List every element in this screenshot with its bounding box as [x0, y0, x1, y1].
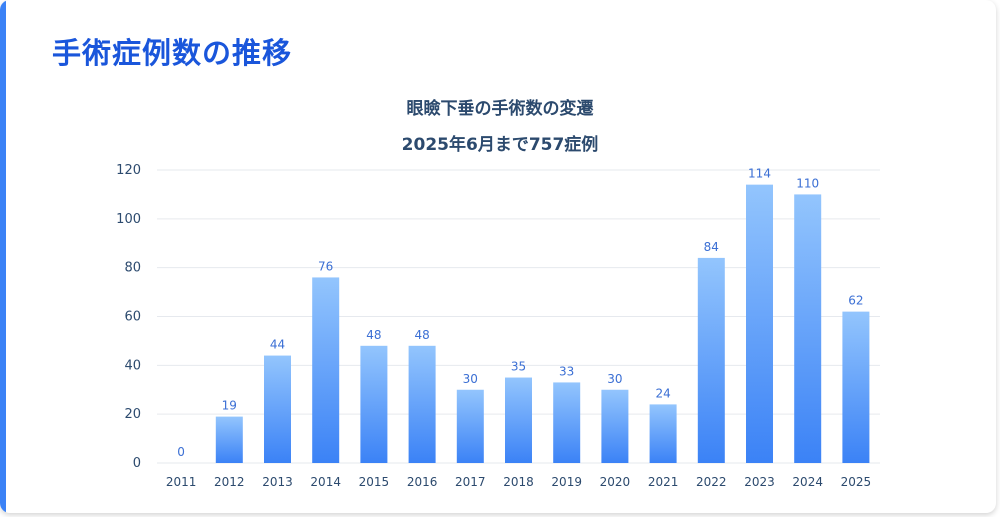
accent-bar	[0, 0, 6, 513]
data-label: 0	[177, 445, 185, 459]
data-label: 48	[414, 328, 429, 342]
bar	[601, 389, 629, 463]
data-label: 19	[222, 399, 237, 413]
y-tick-label: 120	[116, 163, 141, 178]
bar	[505, 377, 532, 463]
x-tick-label: 2025	[841, 475, 872, 489]
data-label: 35	[511, 360, 526, 374]
bar	[264, 355, 291, 463]
data-label: 62	[848, 294, 863, 308]
data-label: 24	[655, 386, 670, 400]
y-tick-label: 100	[116, 212, 141, 227]
chart-subtitle: 2025年6月まで757症例	[401, 135, 599, 155]
x-tick-label: 2016	[407, 475, 438, 489]
bar	[360, 345, 388, 463]
bar	[746, 184, 773, 463]
data-label: 76	[318, 259, 333, 273]
x-tick-label: 2019	[551, 475, 582, 489]
data-label: 48	[366, 328, 381, 342]
data-label: 33	[559, 364, 574, 378]
x-tick-label: 2017	[455, 475, 486, 489]
x-tick-label: 2015	[359, 475, 390, 489]
y-tick-label: 40	[124, 358, 141, 373]
data-label: 110	[796, 176, 819, 190]
y-tick-label: 0	[133, 456, 141, 471]
x-tick-label: 2018	[503, 475, 534, 489]
chart-title: 眼瞼下垂の手術数の変遷	[406, 99, 594, 119]
data-label: 30	[463, 372, 478, 386]
page-title: 手術症例数の推移	[52, 36, 293, 70]
bar	[553, 382, 581, 463]
x-tick-label: 2011	[166, 475, 197, 489]
bar	[408, 345, 436, 463]
data-label: 114	[748, 167, 771, 181]
data-label: 84	[704, 240, 719, 254]
x-tick-label: 2024	[792, 475, 823, 489]
x-tick-label: 2023	[744, 475, 775, 489]
bar	[312, 277, 340, 463]
x-tick-label: 2022	[696, 475, 727, 489]
x-tick-label: 2021	[648, 475, 679, 489]
x-tick-label: 2020	[600, 475, 631, 489]
bar	[697, 257, 725, 463]
bar	[456, 389, 484, 463]
bar	[842, 311, 870, 463]
bar	[215, 416, 243, 463]
x-tick-label: 2013	[262, 475, 293, 489]
data-label: 30	[607, 372, 622, 386]
y-tick-label: 80	[124, 261, 141, 276]
bar	[794, 194, 822, 463]
y-tick-label: 60	[124, 310, 141, 325]
x-tick-label: 2012	[214, 475, 245, 489]
data-label: 44	[270, 338, 285, 352]
y-tick-label: 20	[124, 407, 141, 422]
bar	[649, 404, 677, 463]
x-tick-label: 2014	[310, 475, 341, 489]
